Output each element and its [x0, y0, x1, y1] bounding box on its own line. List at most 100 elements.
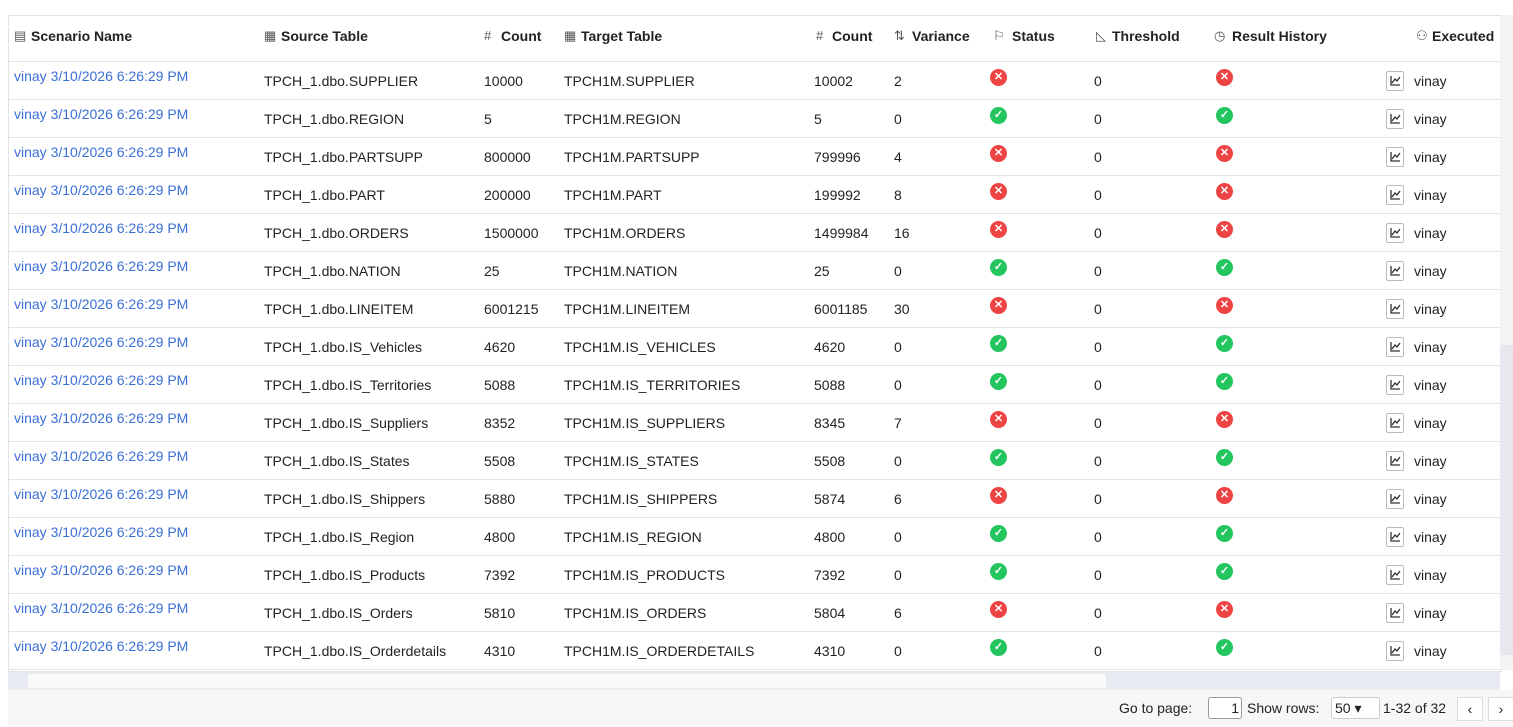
- chart-button[interactable]: [1386, 71, 1404, 91]
- chart-button[interactable]: [1386, 261, 1404, 281]
- row-divider: [9, 365, 1501, 366]
- scenario-link[interactable]: vinay 3/10/2026 6:26:29 PM: [14, 372, 189, 388]
- chart-button[interactable]: [1386, 185, 1404, 205]
- scenario-link[interactable]: vinay 3/10/2026 6:26:29 PM: [14, 486, 189, 502]
- cell: vinay: [1414, 149, 1447, 165]
- scenario-link[interactable]: vinay 3/10/2026 6:26:29 PM: [14, 562, 189, 578]
- next-page[interactable]: ›: [1488, 697, 1513, 721]
- cell: 4620: [484, 339, 516, 355]
- cell: 8: [894, 187, 902, 203]
- status-icon: ✓: [990, 449, 1007, 466]
- v-scroll-thumb[interactable]: [1500, 345, 1513, 655]
- row-divider: [9, 175, 1501, 176]
- cell: 0: [1094, 529, 1102, 545]
- cell: 6: [894, 491, 902, 507]
- cell: TPCH_1.dbo.SUPPLIER: [264, 73, 419, 89]
- status-icon: ✕: [990, 411, 1007, 428]
- chart-button[interactable]: [1386, 451, 1404, 471]
- column-header[interactable]: Result History: [1232, 28, 1327, 44]
- scenario-link[interactable]: vinay 3/10/2026 6:26:29 PM: [14, 638, 189, 654]
- cell: 0: [1094, 73, 1102, 89]
- scenario-link[interactable]: vinay 3/10/2026 6:26:29 PM: [14, 448, 189, 464]
- cell: TPCH_1.dbo.NATION: [264, 263, 401, 279]
- cell: TPCH_1.dbo.ORDERS: [264, 225, 409, 241]
- history-icon: ✕: [1216, 601, 1233, 618]
- cell: TPCH1M.IS_TERRITORIES: [564, 377, 741, 393]
- scenario-link[interactable]: vinay 3/10/2026 6:26:29 PM: [14, 334, 189, 350]
- row-divider: [9, 669, 1501, 670]
- row-divider: [9, 593, 1501, 594]
- cell: 10000: [484, 73, 523, 89]
- cell: TPCH1M.REGION: [564, 111, 681, 127]
- cell: 5508: [484, 453, 516, 469]
- column-header[interactable]: Executed: [1432, 28, 1495, 44]
- cell: 0: [1094, 187, 1102, 203]
- chart-glyph: [1390, 380, 1401, 390]
- chart-button[interactable]: [1386, 413, 1404, 433]
- cell: 0: [894, 529, 902, 545]
- cell: TPCH1M.LINEITEM: [564, 301, 691, 317]
- scenario-link[interactable]: vinay 3/10/2026 6:26:29 PM: [14, 600, 189, 616]
- cell: TPCH_1.dbo.REGION: [264, 111, 405, 127]
- cell: TPCH1M.IS_VEHICLES: [564, 339, 716, 355]
- v-scrollbar[interactable]: [1500, 15, 1513, 670]
- scenario-link[interactable]: vinay 3/10/2026 6:26:29 PM: [14, 144, 189, 160]
- column-header[interactable]: Target Table: [581, 28, 663, 44]
- chart-button[interactable]: [1386, 299, 1404, 319]
- h-scroll-thumb[interactable]: [28, 674, 1106, 688]
- cell: 0: [1094, 263, 1102, 279]
- chart-button[interactable]: [1386, 147, 1404, 167]
- cell: 0: [1094, 111, 1102, 127]
- cell: TPCH1M.PART: [564, 187, 662, 203]
- column-header[interactable]: Status: [1012, 28, 1055, 44]
- scenario-link[interactable]: vinay 3/10/2026 6:26:29 PM: [14, 220, 189, 236]
- header-icon: ◷: [1214, 28, 1226, 43]
- chart-button[interactable]: [1386, 109, 1404, 129]
- scenario-link[interactable]: vinay 3/10/2026 6:26:29 PM: [14, 524, 189, 540]
- column-header[interactable]: Count: [501, 28, 542, 44]
- scenario-link[interactable]: vinay 3/10/2026 6:26:29 PM: [14, 258, 189, 274]
- chart-glyph: [1390, 608, 1401, 618]
- scenario-link[interactable]: vinay 3/10/2026 6:26:29 PM: [14, 182, 189, 198]
- chart-button[interactable]: [1386, 565, 1404, 585]
- page-input[interactable]: 1: [1208, 697, 1242, 719]
- cell: 6: [894, 605, 902, 621]
- column-header[interactable]: Variance: [912, 28, 970, 44]
- cell: TPCH1M.IS_STATES: [564, 453, 699, 469]
- cell: vinay: [1414, 263, 1447, 279]
- chart-button[interactable]: [1386, 489, 1404, 509]
- scenario-link[interactable]: vinay 3/10/2026 6:26:29 PM: [14, 68, 189, 84]
- column-header[interactable]: Scenario Name: [31, 28, 133, 44]
- scenario-link[interactable]: vinay 3/10/2026 6:26:29 PM: [14, 106, 189, 122]
- chart-button[interactable]: [1386, 603, 1404, 623]
- cell: vinay: [1414, 187, 1447, 203]
- column-header[interactable]: Count: [832, 28, 873, 44]
- row-divider: [9, 517, 1501, 518]
- history-icon: ✕: [1216, 145, 1233, 162]
- chart-button[interactable]: [1386, 337, 1404, 357]
- prev-page[interactable]: ‹: [1457, 697, 1483, 721]
- chart-button[interactable]: [1386, 375, 1404, 395]
- chart-button[interactable]: [1386, 641, 1404, 661]
- cell: 0: [1094, 415, 1102, 431]
- column-header[interactable]: Source Table: [281, 28, 368, 44]
- chart-button[interactable]: [1386, 527, 1404, 547]
- scenario-link[interactable]: vinay 3/10/2026 6:26:29 PM: [14, 296, 189, 312]
- column-header[interactable]: Threshold: [1112, 28, 1180, 44]
- rows-select[interactable]: 50 ▾: [1331, 697, 1380, 719]
- chart-button[interactable]: [1386, 223, 1404, 243]
- chart-glyph: [1390, 76, 1401, 86]
- chart-glyph: [1390, 646, 1401, 656]
- header-icon: ⇅: [894, 28, 905, 43]
- cell: 0: [1094, 377, 1102, 393]
- h-scrollbar[interactable]: [8, 672, 1500, 690]
- row-divider: [9, 441, 1501, 442]
- cell: 0: [894, 377, 902, 393]
- scenario-link[interactable]: vinay 3/10/2026 6:26:29 PM: [14, 410, 189, 426]
- cell: 2: [894, 73, 902, 89]
- cell: 25: [484, 263, 500, 279]
- cell: vinay: [1414, 415, 1447, 431]
- rows-value: 50: [1335, 700, 1351, 716]
- cell: TPCH_1.dbo.IS_Shippers: [264, 491, 426, 507]
